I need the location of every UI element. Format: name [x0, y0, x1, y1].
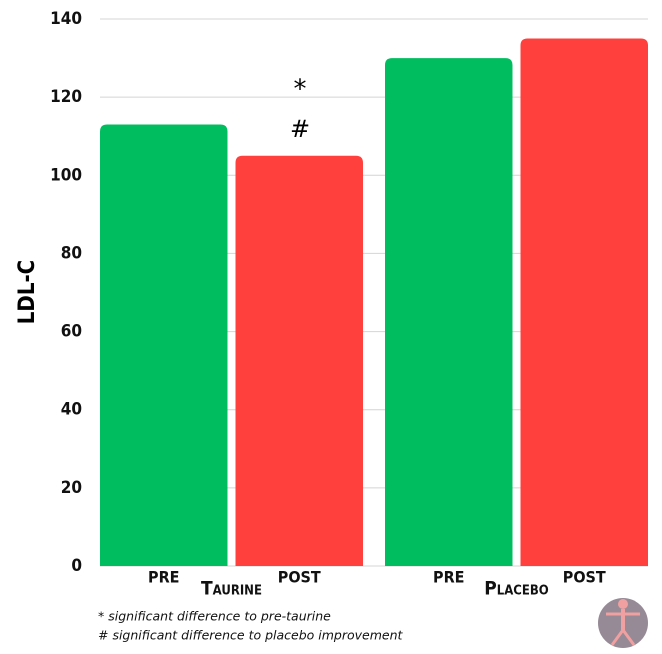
- y-tick-label: 40: [61, 400, 82, 420]
- y-tick-label: 100: [50, 165, 82, 185]
- annotation: *: [294, 75, 307, 105]
- bar: [520, 38, 648, 567]
- bar: [100, 124, 228, 566]
- footnote: * significant difference to pre-taurine: [98, 609, 331, 624]
- y-tick-label: 60: [61, 322, 82, 342]
- category-label: Taurine: [201, 578, 262, 600]
- series-label: PRE: [433, 568, 464, 587]
- footnote: # significant difference to placebo impr…: [98, 628, 404, 643]
- series-label: POST: [563, 568, 606, 587]
- y-tick-label: 140: [50, 9, 82, 29]
- bar: [235, 155, 363, 566]
- y-axis-label: LDL-C: [15, 260, 40, 324]
- y-tick-label: 120: [50, 87, 82, 107]
- y-tick-label: 20: [61, 478, 82, 498]
- y-tick-label: 80: [61, 243, 82, 263]
- annotation: #: [290, 115, 310, 143]
- category-label: Placebo: [484, 578, 549, 600]
- logo: [598, 598, 648, 648]
- bar: [385, 58, 513, 566]
- series-label: POST: [278, 568, 321, 587]
- y-tick-label: 0: [71, 556, 82, 576]
- series-label: PRE: [148, 568, 179, 587]
